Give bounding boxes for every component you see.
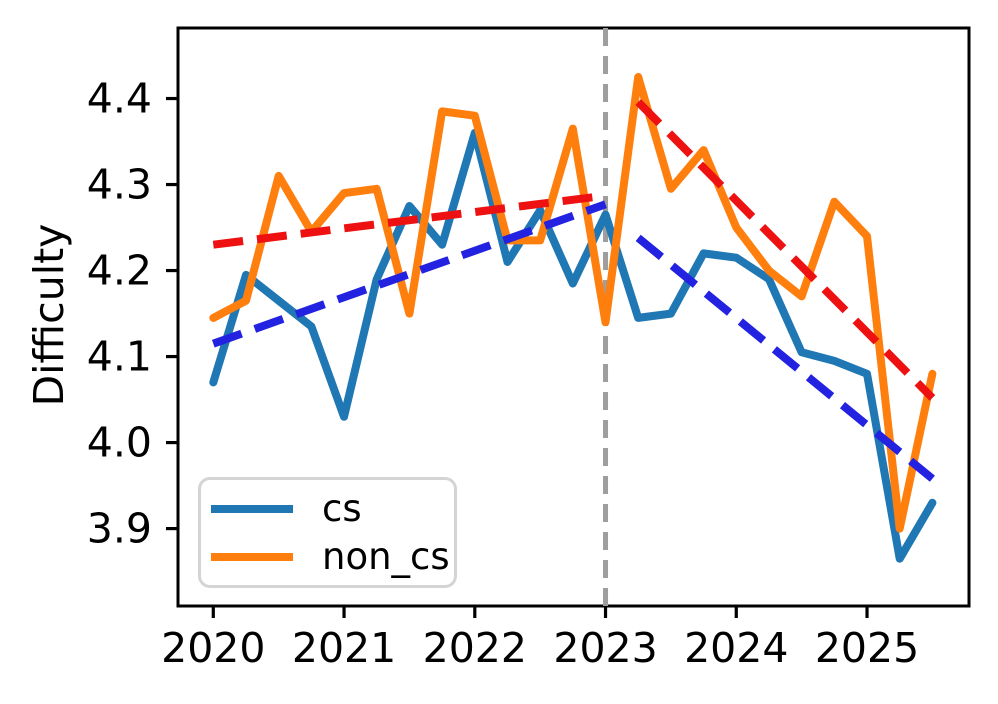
legend-label-cs: cs [322,487,362,530]
y-tick-label: 4.1 [87,333,152,381]
x-tick-label: 2024 [684,624,788,672]
x-tick-label: 2022 [423,624,527,672]
non-cs-line-swatch [211,552,293,561]
legend-item-non-cs: non_cs [211,538,454,575]
legend: cs non_cs [198,477,457,588]
x-tick-label: 2025 [815,624,919,672]
legend-label-non-cs: non_cs [322,535,450,578]
series-line-non_cs_trend_pre2023 [212,191,606,249]
series-line-non_cs [209,73,937,533]
y-tick-label: 4.2 [87,247,152,295]
series-line-cs_trend_pre2023 [211,200,607,348]
series-line-cs_trend_post2023 [635,234,935,482]
y-tick-label: 4.4 [87,75,152,123]
y-tick-label: 3.9 [87,505,152,553]
series-line-non_cs_trend_post2023 [635,99,936,401]
series-line-cs [209,128,937,563]
y-tick-label: 4.3 [87,161,152,209]
x-tick-label: 2021 [292,624,396,672]
x-tick-label: 2023 [553,624,657,672]
legend-item-cs: cs [211,490,454,527]
y-axis-label: Difficulty [25,223,73,407]
x-tick-label: 2020 [161,624,265,672]
y-tick-label: 4.0 [87,419,152,467]
cs-line-swatch [211,504,293,513]
